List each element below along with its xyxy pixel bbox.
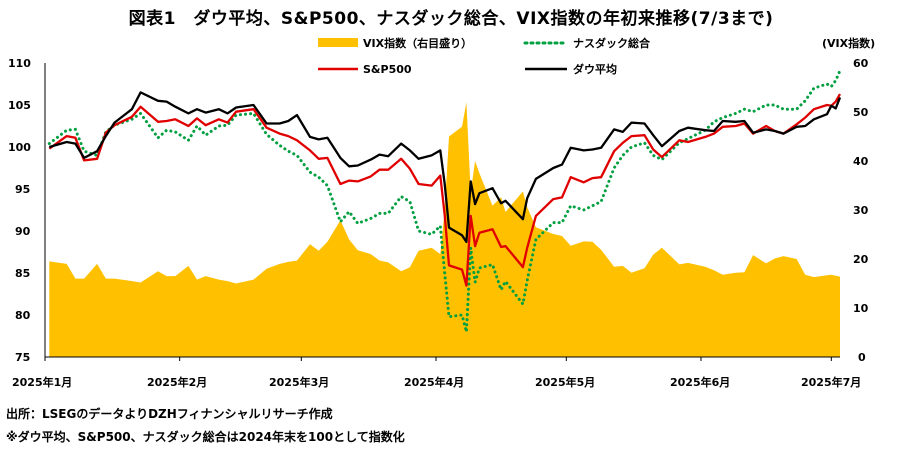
left-tick-label: 95 — [15, 183, 30, 196]
series-line-dow — [48, 91, 842, 244]
series-area-vix — [49, 102, 841, 357]
right-tick-label: 0 — [858, 351, 866, 364]
left-axis: 110 105 100 95 90 85 80 75 — [8, 57, 31, 364]
x-tick-label: 2025年7月 — [801, 375, 861, 389]
right-tick-label: 60 — [853, 57, 869, 70]
footnote: ※ダウ平均、S&P500、ナスダック総合は2024年末を100として指数化 — [6, 430, 405, 444]
left-tick-label: 75 — [15, 351, 30, 364]
left-tick-label: 85 — [15, 267, 30, 280]
chart-title: 図表1 ダウ平均、S&P500、ナスダック総合、VIX指数の年初来推移(7/3ま… — [128, 9, 774, 29]
x-tick-label: 2025年6月 — [670, 375, 730, 389]
series-line-sp500 — [48, 93, 841, 287]
right-tick-label: 40 — [853, 155, 869, 168]
right-tick-label: 20 — [853, 253, 869, 266]
left-tick-label: 80 — [15, 309, 31, 322]
legend-label-sp500: S&P500 — [363, 63, 412, 76]
left-tick-label: 100 — [8, 141, 31, 154]
x-tick-label: 2025年5月 — [535, 375, 595, 389]
right-tick-label: 30 — [853, 204, 869, 217]
x-tick-label: 2025年1月 — [12, 375, 72, 389]
left-tick-label: 110 — [8, 57, 31, 70]
left-tick-label: 105 — [8, 99, 31, 112]
right-axis: 60 50 40 30 20 10 0 — [853, 57, 869, 364]
left-tick-label: 90 — [15, 225, 31, 238]
right-tick-label: 10 — [853, 302, 869, 315]
legend-label-dow: ダウ平均 — [573, 62, 617, 76]
x-tick-label: 2025年4月 — [404, 375, 464, 389]
legend-label-vix: VIX指数（右目盛り） — [363, 36, 472, 50]
source-note: 出所：LSEGのデータよりDZHフィナンシャルリサーチ作成 — [6, 407, 333, 421]
legend-swatch-vix — [318, 38, 358, 47]
legend: VIX指数（右目盛り） ナスダック総合 S&P500 ダウ平均 — [318, 36, 651, 76]
right-axis-title: (VIX指数) — [822, 36, 875, 50]
x-tick-label: 2025年2月 — [147, 375, 207, 389]
x-axis: 2025年1月 2025年2月 2025年3月 2025年4月 2025年5月 … — [12, 375, 861, 389]
right-tick-label: 50 — [853, 106, 869, 119]
series-line-nasdaq — [47, 69, 842, 333]
series-layer — [44, 63, 842, 361]
x-tick-label: 2025年3月 — [269, 375, 329, 389]
legend-label-nasdaq: ナスダック総合 — [573, 36, 651, 50]
